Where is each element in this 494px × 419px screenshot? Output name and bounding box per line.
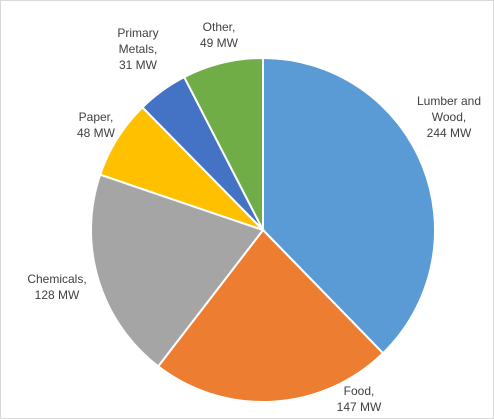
- data-label-primary-metals: Primary Metals, 31 MW: [117, 26, 158, 72]
- data-label-line: 49 MW: [200, 36, 239, 50]
- data-label-line: 128 MW: [35, 288, 80, 302]
- pie-slice-chemicals: [90, 173, 265, 368]
- data-label-line: Lumber and: [417, 94, 481, 108]
- data-label-paper: Paper, 48 MW: [77, 110, 116, 140]
- labels-layer: Lumber and Wood, 244 MW Food, 147 MW Chemical…: [27, 20, 481, 414]
- data-label-line: Paper,: [79, 110, 114, 124]
- data-label-other: Other, 49 MW: [200, 20, 239, 50]
- data-label-line: Other,: [203, 20, 236, 34]
- data-label-food: Food, 147 MW: [337, 384, 382, 414]
- data-label-line: 147 MW: [337, 400, 382, 414]
- data-label-line: Chemicals,: [27, 272, 86, 286]
- data-label-line: Primary: [117, 26, 158, 40]
- data-label-lumber-and-wood: Lumber and Wood, 244 MW: [417, 94, 481, 140]
- data-label-line: Metals,: [119, 42, 158, 56]
- data-label-line: Food,: [344, 384, 375, 398]
- data-label-line: 48 MW: [77, 126, 116, 140]
- slices-layer: [90, 56, 436, 403]
- data-label-chemicals: Chemicals, 128 MW: [27, 272, 86, 302]
- data-label-line: Wood,: [432, 110, 466, 124]
- pie-slice-lumber-and-wood: [262, 56, 436, 355]
- data-label-line: 31 MW: [119, 58, 158, 72]
- data-label-line: 244 MW: [427, 126, 472, 140]
- pie-slice-food: [156, 228, 385, 403]
- pie-slice-other: [182, 56, 264, 231]
